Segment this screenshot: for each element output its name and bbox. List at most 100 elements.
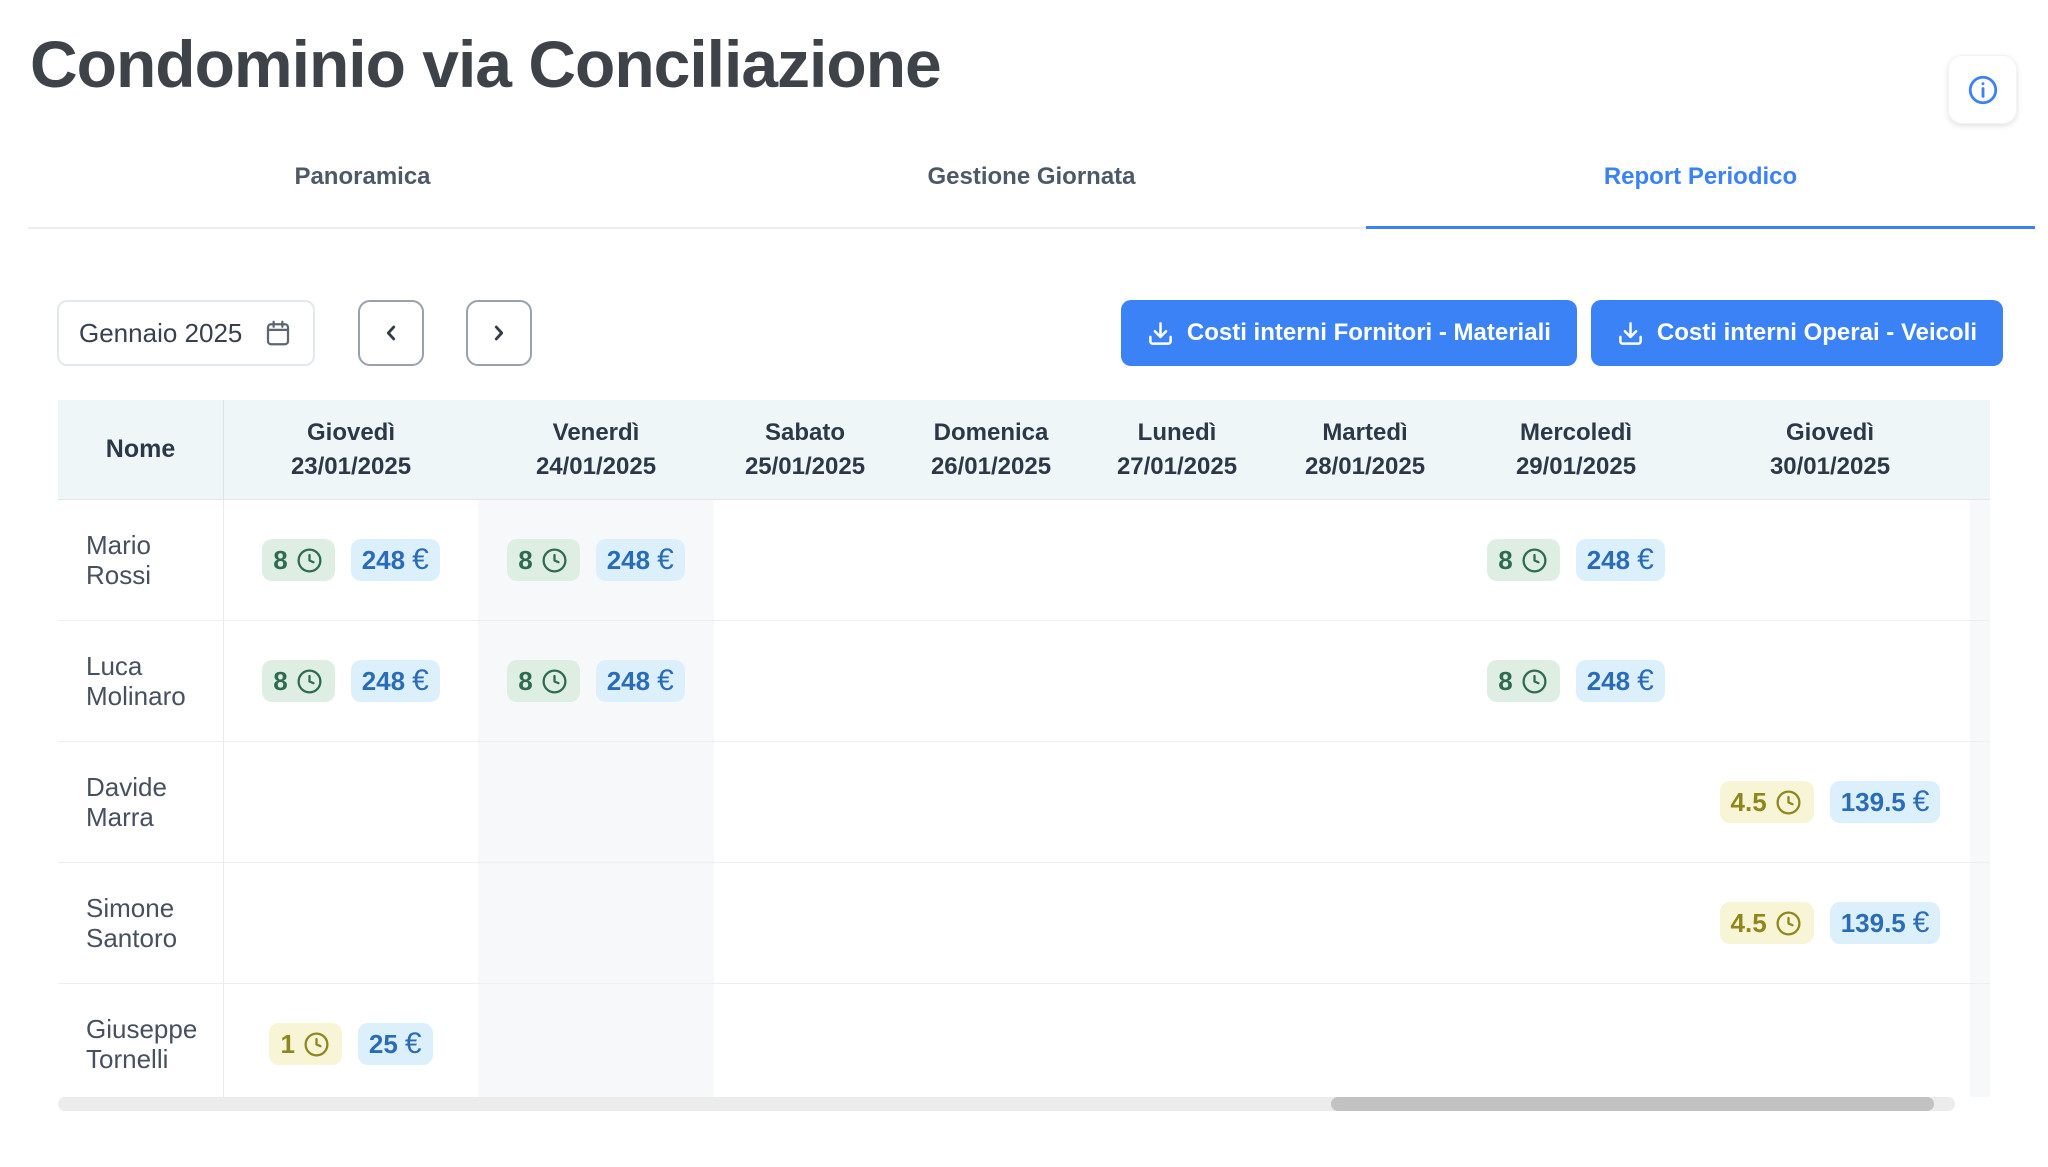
badge-value: 248 bbox=[361, 665, 406, 696]
day-cell bbox=[1268, 742, 1462, 862]
toolbar: Gennaio 2025 Costi interni Fornitori - M bbox=[57, 300, 2003, 366]
badge-value: 139.5 bbox=[1840, 907, 1906, 938]
badge-value: 248 bbox=[1586, 665, 1631, 696]
export-fornitori-materiali-button[interactable]: Costi interni Fornitori - Materiali bbox=[1120, 300, 1577, 366]
day-cell bbox=[714, 621, 896, 741]
cost-badge: 248 € bbox=[595, 660, 685, 702]
hours-badge: 8 bbox=[262, 660, 335, 702]
clock-icon bbox=[542, 668, 567, 694]
column-header-day: Lunedì 27/01/2025 bbox=[1086, 400, 1268, 499]
tab-report-periodico[interactable]: Report Periodico bbox=[1366, 163, 2035, 229]
day-name: Giovedì bbox=[306, 418, 396, 446]
cost-badge: 248 € bbox=[350, 539, 440, 581]
badge-value: 1 bbox=[280, 1028, 295, 1059]
column-header-day: Giovedì 30/01/2025 bbox=[1690, 400, 1970, 499]
day-cell bbox=[224, 863, 478, 983]
scrollbar-thumb[interactable] bbox=[1331, 1097, 1934, 1111]
page-title: Condominio via Conciliazione bbox=[30, 27, 942, 101]
chevron-left-icon bbox=[386, 325, 396, 341]
day-cell: 8 248 € bbox=[1462, 621, 1690, 741]
column-filler bbox=[1970, 621, 1990, 741]
day-cell bbox=[1086, 500, 1268, 620]
clock-icon bbox=[542, 547, 567, 573]
next-month-button[interactable] bbox=[466, 300, 532, 366]
cost-badge: 248 € bbox=[1575, 539, 1665, 581]
hours-badge: 8 bbox=[262, 539, 335, 581]
day-name: Martedì bbox=[1322, 418, 1408, 446]
employee-name-cell: Luca Molinaro bbox=[58, 621, 224, 741]
day-date: 27/01/2025 bbox=[1116, 452, 1238, 480]
tab-panoramica[interactable]: Panoramica bbox=[28, 163, 697, 229]
euro-symbol: € bbox=[1912, 785, 1930, 818]
export-operai-veicoli-button[interactable]: Costi interni Operai - Veicoli bbox=[1590, 300, 2003, 366]
info-button[interactable] bbox=[1948, 55, 2017, 124]
badge-value: 248 bbox=[361, 544, 406, 575]
day-cell bbox=[1268, 621, 1462, 741]
day-cell bbox=[478, 742, 714, 862]
day-cell bbox=[478, 863, 714, 983]
day-date: 30/01/2025 bbox=[1769, 452, 1891, 480]
employee-name-cell: Davide Marra bbox=[58, 742, 224, 862]
table-row: Giuseppe Tornelli 1 25 € bbox=[58, 984, 1990, 1097]
euro-symbol: € bbox=[657, 664, 674, 697]
badge-value: 248 bbox=[606, 544, 651, 575]
euro-symbol: € bbox=[412, 664, 429, 697]
day-cell: 8 248 € bbox=[224, 621, 478, 741]
export-button-label: Costi interni Fornitori - Materiali bbox=[1186, 319, 1551, 346]
day-cell bbox=[1086, 621, 1268, 741]
badge-value: 8 bbox=[518, 544, 533, 575]
badge-value: 248 bbox=[1586, 544, 1631, 575]
column-header-day: Sabato 25/01/2025 bbox=[714, 400, 896, 499]
day-name: Giovedì bbox=[1785, 418, 1875, 446]
column-header-day: Giovedì 23/01/2025 bbox=[224, 400, 478, 499]
day-cell: 4.5 139.5 € bbox=[1690, 742, 1970, 862]
export-button-label: Costi interni Operai - Veicoli bbox=[1656, 319, 1977, 346]
hours-badge: 8 bbox=[507, 660, 580, 702]
clock-icon bbox=[1776, 789, 1801, 815]
column-header-day: Mercoledì 29/01/2025 bbox=[1462, 400, 1690, 499]
day-cell bbox=[1690, 621, 1970, 741]
table-header: Nome Giovedì 23/01/2025 Venerdì 24/01/2025 S… bbox=[58, 400, 1990, 500]
day-date: 26/01/2025 bbox=[930, 452, 1052, 480]
euro-symbol: € bbox=[657, 543, 674, 576]
info-icon bbox=[1968, 75, 1997, 104]
employee-name: Davide Marra bbox=[86, 772, 167, 832]
hours-badge: 4.5 bbox=[1719, 902, 1814, 944]
day-cell bbox=[1462, 984, 1690, 1097]
day-date: 23/01/2025 bbox=[290, 452, 412, 480]
day-cell bbox=[714, 984, 896, 1097]
column-filler bbox=[1970, 984, 1990, 1097]
employee-name: Giuseppe Tornelli bbox=[86, 1014, 198, 1074]
table-row: Mario Rossi 8 248 €8 248 €8 248 € bbox=[58, 500, 1990, 621]
month-picker[interactable]: Gennaio 2025 bbox=[57, 300, 315, 366]
badge-value: 4.5 bbox=[1730, 786, 1767, 817]
cost-badge: 139.5 € bbox=[1829, 781, 1941, 823]
badge-value: 8 bbox=[518, 665, 533, 696]
day-cell bbox=[1462, 742, 1690, 862]
horizontal-scrollbar[interactable] bbox=[58, 1097, 1955, 1111]
day-date: 28/01/2025 bbox=[1304, 452, 1426, 480]
day-name: Venerdì bbox=[552, 418, 640, 446]
clock-icon bbox=[304, 1031, 329, 1057]
prev-month-button[interactable] bbox=[358, 300, 424, 366]
employee-name-cell: Simone Santoro bbox=[58, 863, 224, 983]
cost-badge: 248 € bbox=[1575, 660, 1665, 702]
tab-gestione-giornata[interactable]: Gestione Giornata bbox=[697, 163, 1366, 229]
day-date: 25/01/2025 bbox=[744, 452, 866, 480]
day-cell bbox=[1268, 500, 1462, 620]
day-cell: 8 248 € bbox=[478, 500, 714, 620]
column-filler bbox=[1970, 742, 1990, 862]
clock-icon bbox=[297, 668, 322, 694]
day-cell: 8 248 € bbox=[478, 621, 714, 741]
day-cell bbox=[1086, 984, 1268, 1097]
euro-symbol: € bbox=[1912, 906, 1930, 939]
badge-value: 248 bbox=[606, 665, 651, 696]
day-cell bbox=[1086, 863, 1268, 983]
day-cell: 1 25 € bbox=[224, 984, 478, 1097]
clock-icon bbox=[297, 547, 322, 573]
badge-value: 25 bbox=[368, 1028, 398, 1059]
day-cell bbox=[1462, 863, 1690, 983]
chevron-right-icon bbox=[494, 325, 504, 341]
employee-name-cell: Giuseppe Tornelli bbox=[58, 984, 224, 1097]
